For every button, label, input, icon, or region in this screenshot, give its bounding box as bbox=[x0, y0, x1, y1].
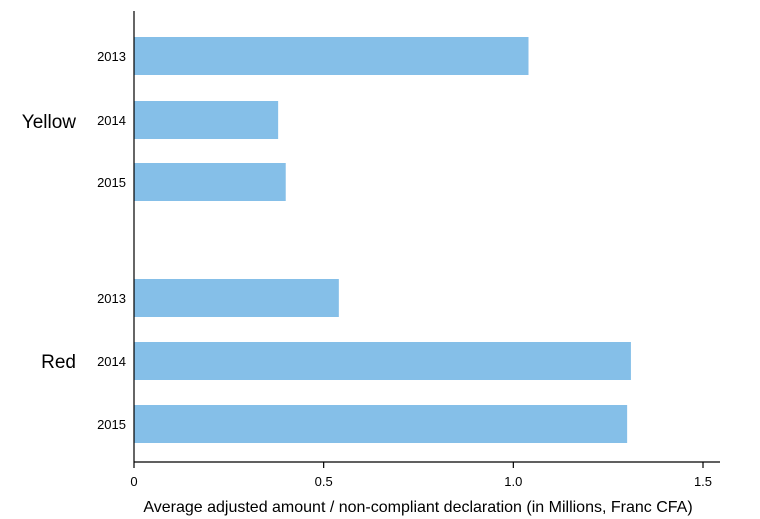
group-label-yellow: Yellow bbox=[22, 112, 77, 133]
x-tick-label: 1.0 bbox=[504, 474, 522, 489]
x-tick-label: 0.5 bbox=[315, 474, 333, 489]
bar-yellow-2014 bbox=[134, 101, 279, 139]
bar-red-2013 bbox=[134, 279, 339, 317]
y-axis-labels: 2013 2014 2015 Yellow 2013 2014 2015 Red bbox=[22, 49, 126, 432]
x-tick-label: 1.5 bbox=[694, 474, 712, 489]
x-tick-label: 0 bbox=[130, 474, 137, 489]
y-tick-label: 2015 bbox=[97, 175, 126, 190]
y-tick-label: 2013 bbox=[97, 49, 126, 64]
bar-red-2015 bbox=[134, 405, 628, 443]
bar-yellow-2013 bbox=[134, 37, 529, 75]
x-axis-title: Average adjusted amount / non-compliant … bbox=[143, 499, 692, 516]
y-tick-label: 2015 bbox=[97, 417, 126, 432]
x-axis-ticks: 0 0.5 1.0 1.5 bbox=[130, 462, 712, 489]
bar-red-2014 bbox=[134, 342, 631, 380]
y-tick-label: 2014 bbox=[97, 354, 126, 369]
group-label-red: Red bbox=[41, 352, 76, 373]
y-tick-label: 2014 bbox=[97, 113, 126, 128]
y-tick-label: 2013 bbox=[97, 291, 126, 306]
bar-yellow-2015 bbox=[134, 163, 286, 201]
bars-layer bbox=[134, 37, 631, 443]
